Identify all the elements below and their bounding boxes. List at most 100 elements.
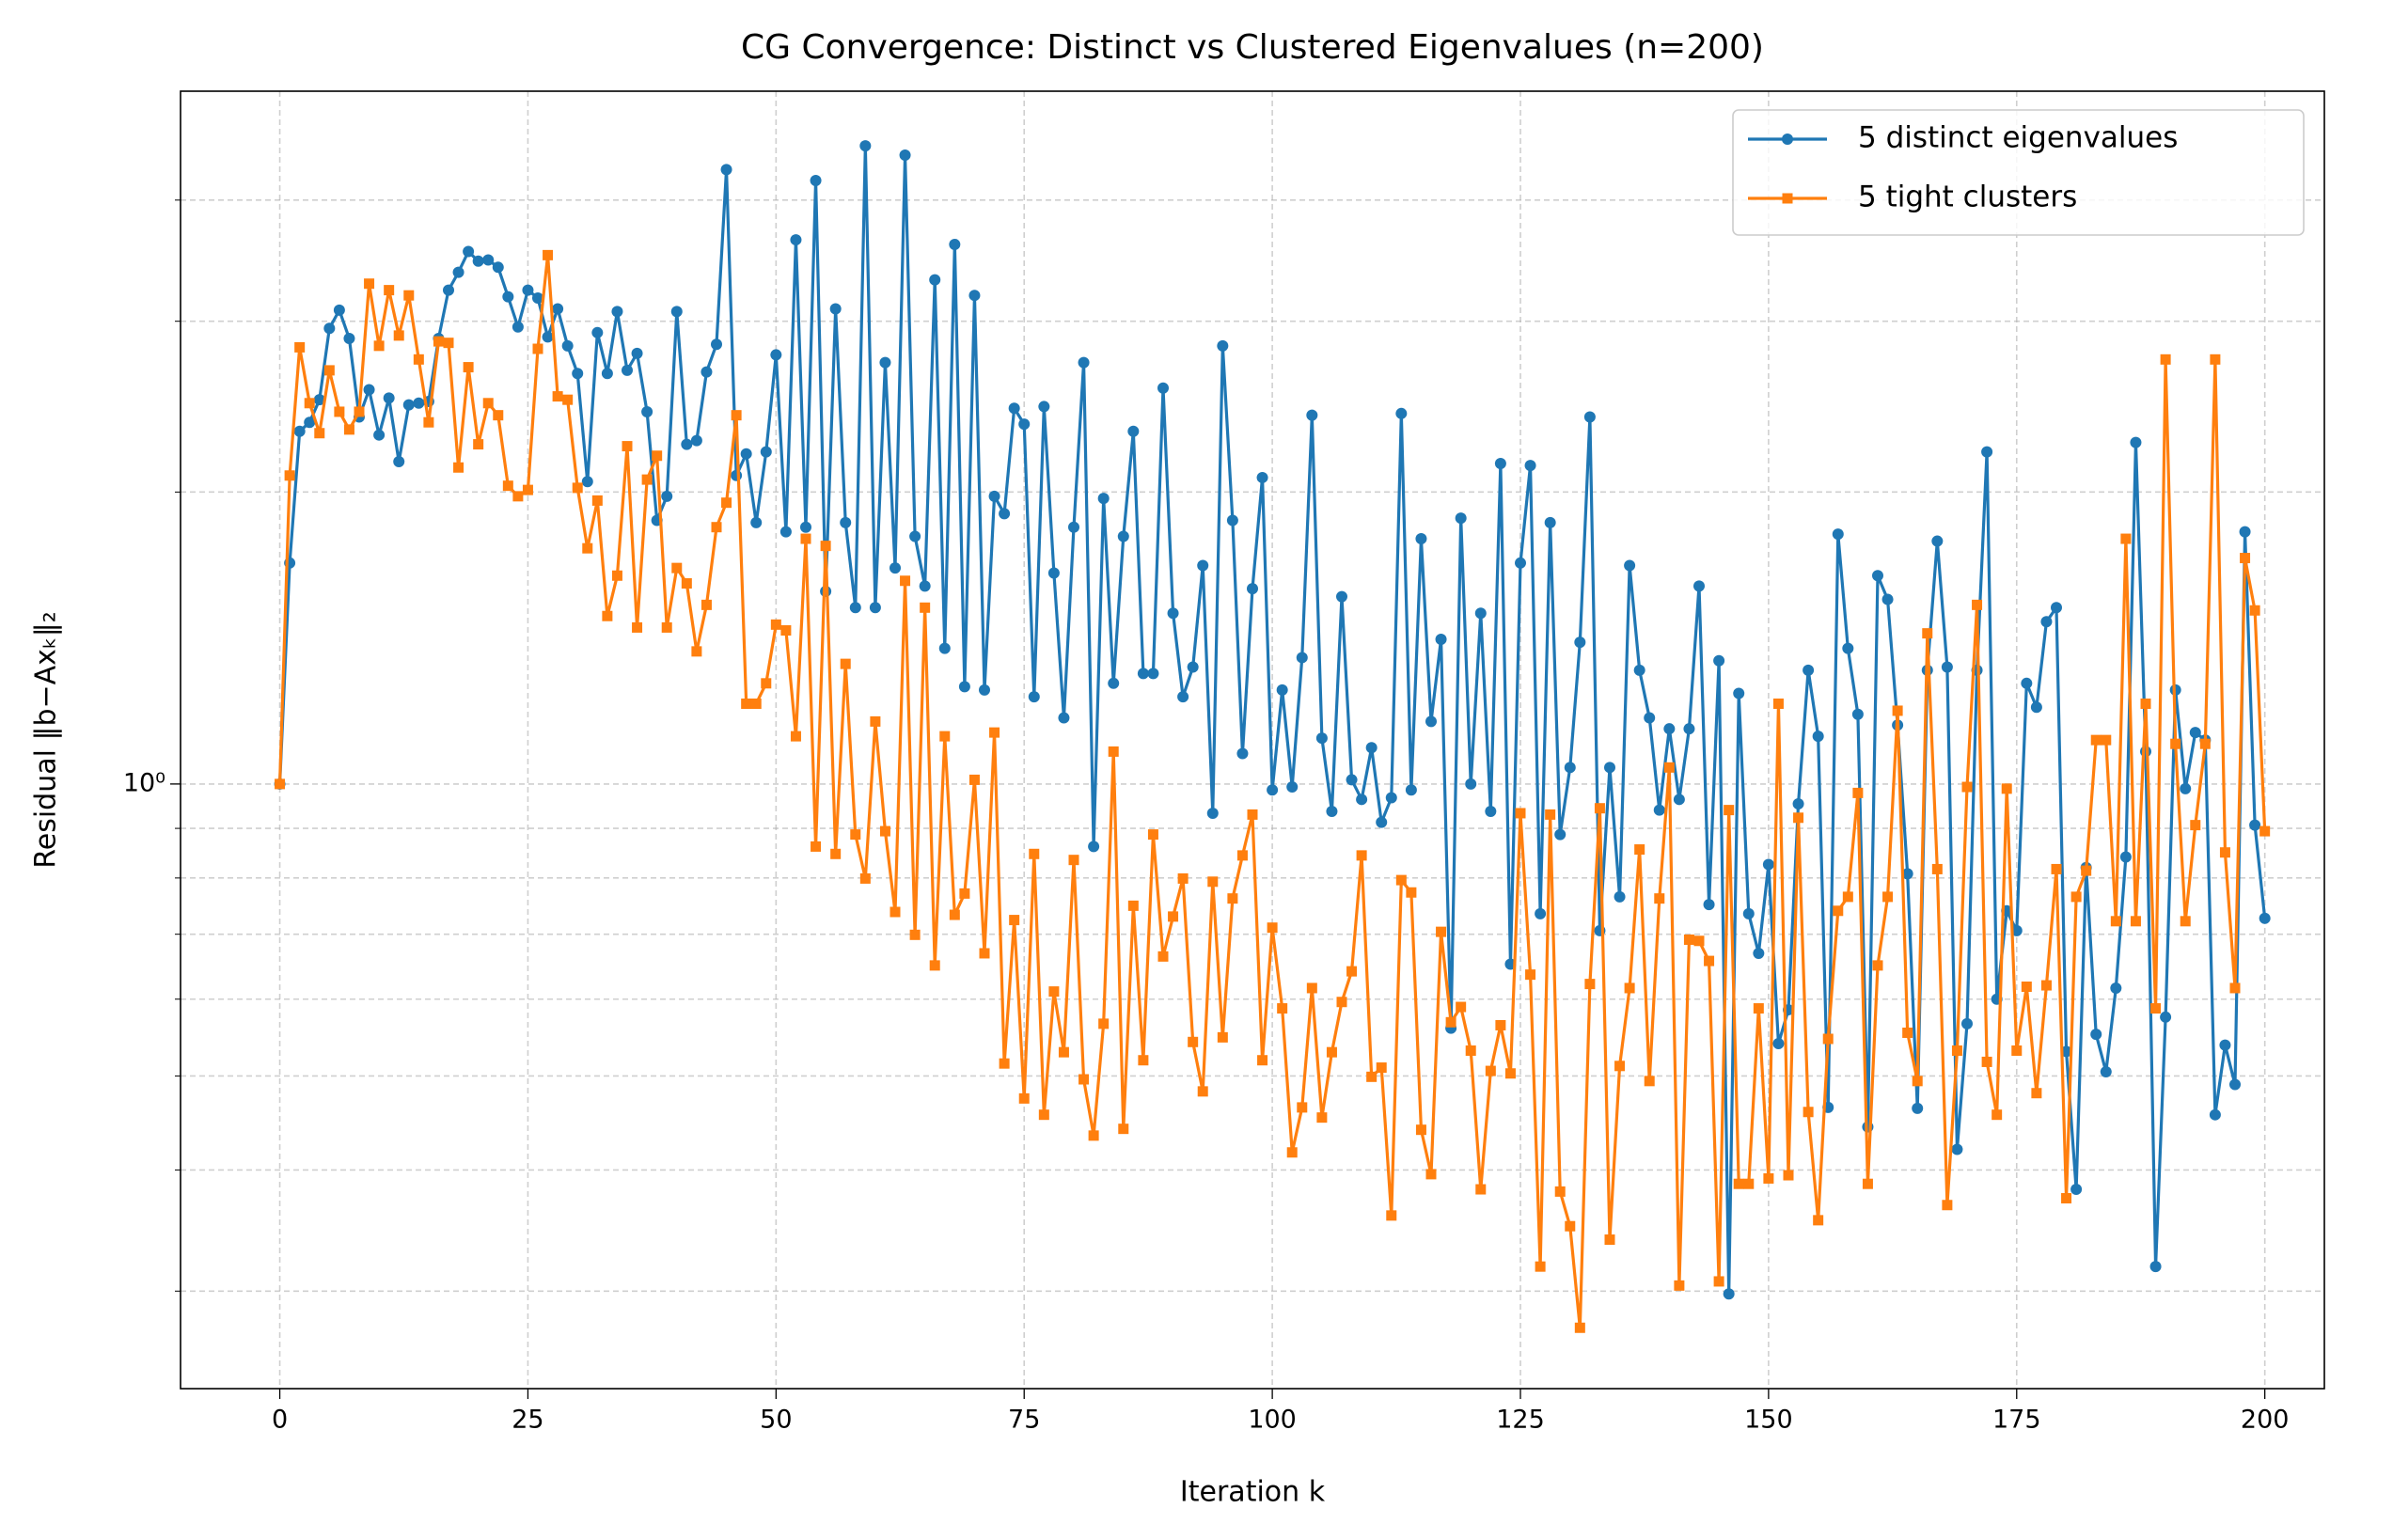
marker: [701, 366, 713, 378]
marker: [423, 416, 434, 428]
marker: [582, 542, 593, 554]
x-tick-label: 25: [512, 1406, 543, 1435]
marker: [1535, 1261, 1546, 1272]
marker: [373, 340, 385, 352]
marker: [2249, 605, 2260, 616]
marker: [840, 658, 851, 669]
marker: [1456, 1001, 1467, 1013]
marker: [1108, 746, 1119, 757]
marker: [1674, 1280, 1685, 1291]
marker: [691, 646, 702, 657]
marker: [413, 354, 424, 365]
marker: [2100, 1065, 2112, 1077]
marker: [1504, 1068, 1516, 1079]
marker: [740, 448, 752, 460]
marker: [1088, 841, 1100, 853]
marker: [2239, 526, 2251, 538]
marker: [1614, 1061, 1626, 1072]
x-tick-label: 100: [1248, 1406, 1297, 1435]
marker: [1236, 850, 1248, 861]
marker: [1951, 1045, 1962, 1056]
marker: [670, 306, 683, 318]
legend-label: 5 distinct eigenvalues: [1858, 121, 2178, 155]
marker: [2199, 738, 2211, 749]
marker: [1058, 712, 1070, 724]
marker: [779, 526, 792, 538]
marker: [1663, 762, 1675, 773]
marker: [1654, 893, 1665, 904]
marker: [323, 322, 336, 335]
marker: [840, 516, 852, 528]
marker: [2210, 354, 2221, 365]
marker: [1803, 1107, 1814, 1118]
marker: [641, 474, 653, 485]
marker: [1406, 887, 1417, 898]
marker: [2040, 616, 2053, 628]
chart-title: CG Convergence: Distinct vs Clustered Ei…: [741, 28, 1764, 67]
marker: [452, 266, 464, 278]
marker: [2229, 1078, 2241, 1091]
marker: [622, 441, 633, 452]
marker: [1296, 652, 1308, 664]
marker: [1286, 781, 1299, 794]
legend-marker: [1782, 134, 1793, 145]
marker: [849, 602, 861, 614]
marker: [1326, 806, 1338, 818]
marker: [1742, 907, 1755, 919]
marker: [1902, 1027, 1913, 1038]
marker: [2001, 783, 2012, 794]
marker: [304, 416, 316, 429]
marker: [829, 303, 842, 315]
marker: [1188, 1036, 1199, 1047]
marker: [343, 424, 354, 435]
marker: [979, 948, 990, 959]
marker: [1624, 559, 1636, 572]
marker: [1724, 805, 1735, 816]
marker: [1098, 1018, 1110, 1029]
x-tick-label: 75: [1008, 1406, 1040, 1435]
marker: [1683, 723, 1695, 735]
x-axis-label: Iteration k: [1180, 1476, 1326, 1509]
marker: [810, 175, 822, 187]
marker: [2090, 734, 2102, 746]
marker: [482, 254, 495, 266]
marker: [2160, 1011, 2172, 1023]
marker: [2229, 982, 2241, 994]
marker: [1842, 642, 1854, 654]
marker: [879, 356, 891, 369]
marker: [1693, 935, 1705, 947]
legend-box: [1732, 109, 2305, 236]
marker: [1197, 559, 1209, 572]
marker: [1226, 514, 1238, 526]
marker: [1168, 911, 1179, 922]
marker: [1515, 557, 1526, 569]
marker: [542, 331, 554, 343]
marker: [1941, 661, 1953, 673]
marker: [750, 516, 763, 528]
marker: [1604, 762, 1615, 774]
marker: [1851, 708, 1864, 720]
marker: [433, 336, 444, 347]
marker: [1236, 747, 1249, 760]
marker: [2070, 1184, 2083, 1196]
marker: [1753, 947, 1765, 959]
marker: [1574, 1322, 1585, 1333]
marker: [1644, 1076, 1655, 1087]
marker: [1703, 899, 1715, 911]
marker: [1395, 874, 1407, 886]
marker: [1812, 731, 1824, 743]
marker: [830, 848, 842, 859]
marker: [2081, 865, 2092, 876]
marker: [373, 429, 386, 441]
marker: [661, 621, 672, 633]
marker: [1425, 715, 1437, 728]
marker: [909, 530, 921, 542]
marker: [294, 341, 306, 353]
marker: [463, 362, 474, 373]
marker: [611, 570, 622, 581]
marker: [938, 642, 951, 654]
marker: [1365, 742, 1378, 754]
marker: [1961, 1017, 1973, 1029]
marker: [979, 684, 990, 696]
marker: [1167, 607, 1179, 620]
